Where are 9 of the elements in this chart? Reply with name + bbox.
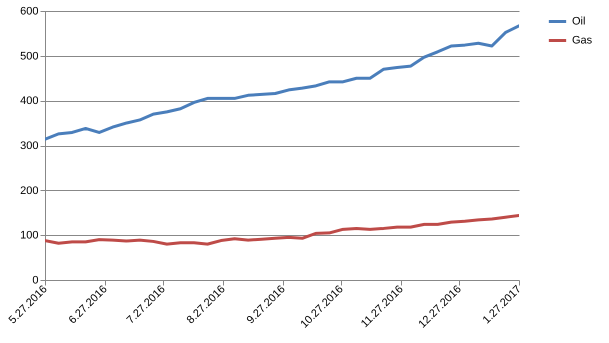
y-tick-label: 500 <box>20 50 38 62</box>
y-tick-label: 200 <box>20 184 38 197</box>
legend-label: Oil <box>572 16 586 28</box>
y-tick-label: 300 <box>20 140 38 152</box>
legend-label: Gas <box>572 34 593 46</box>
y-tick-label: 600 <box>20 6 38 18</box>
y-tick-label: 0 <box>32 274 38 286</box>
y-tick-label: 100 <box>20 230 38 242</box>
y-tick-label: 400 <box>20 95 38 108</box>
